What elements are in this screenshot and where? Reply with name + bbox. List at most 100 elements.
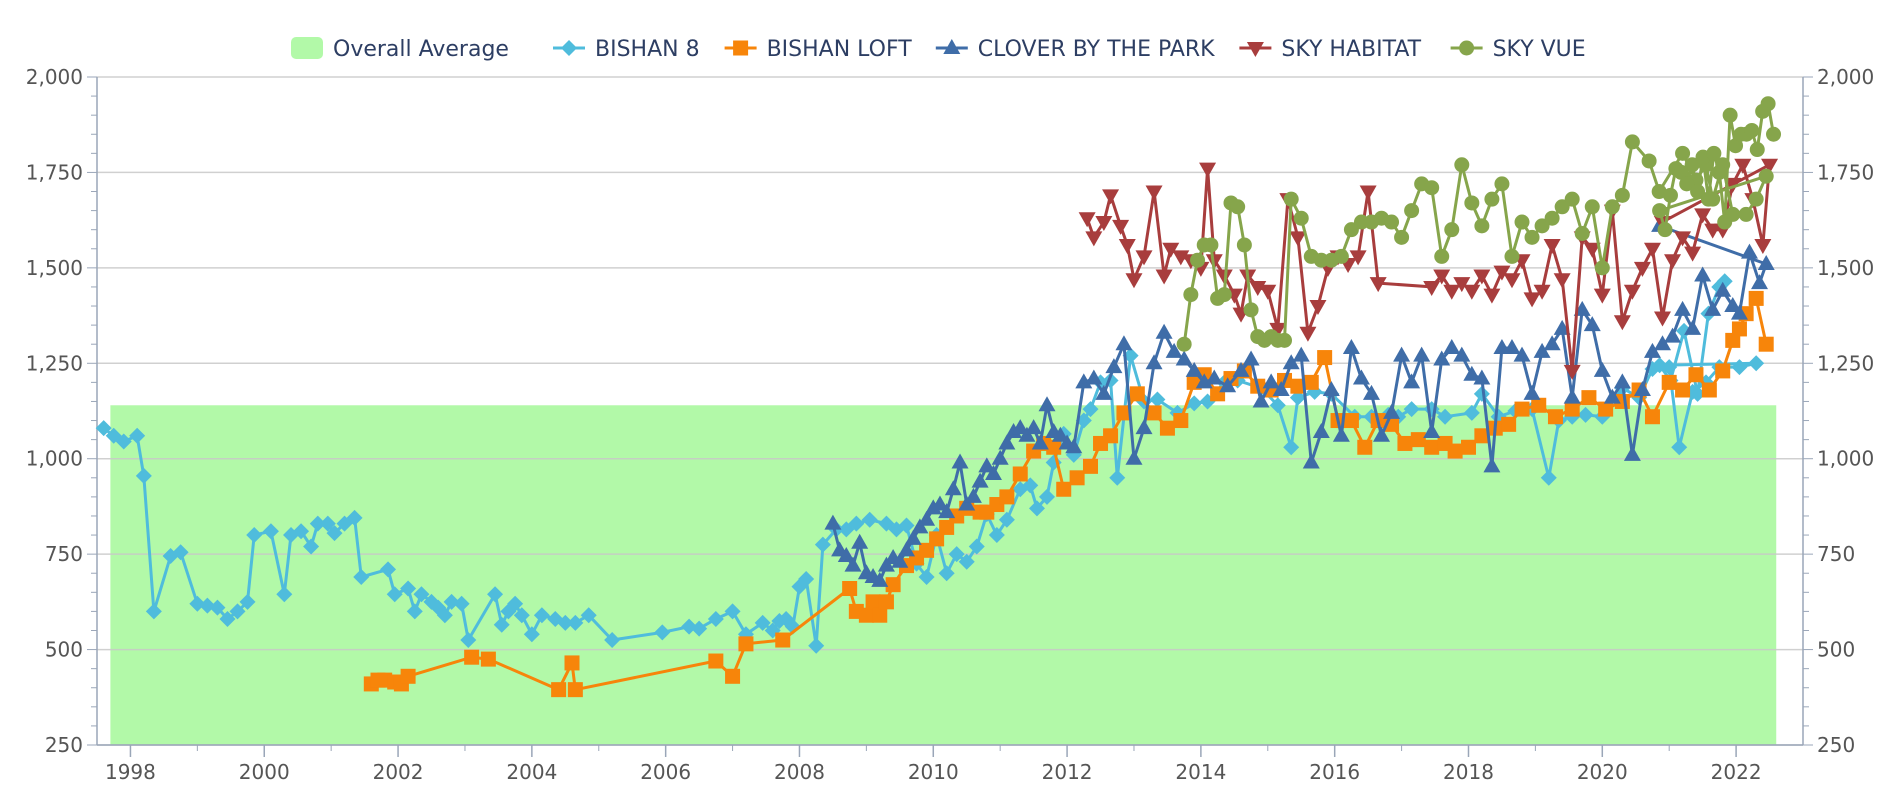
data-point — [406, 603, 423, 620]
data-point — [443, 593, 460, 610]
data-point — [1454, 157, 1470, 173]
x-tick-label: 2016 — [1309, 760, 1360, 784]
data-point — [1673, 164, 1689, 180]
data-point — [400, 580, 417, 597]
data-point — [1075, 373, 1093, 389]
data-point — [1661, 374, 1677, 390]
data-point — [1349, 250, 1367, 266]
data-point — [1679, 176, 1695, 192]
y-tick-label-right: 250 — [1817, 733, 1855, 757]
data-point — [968, 538, 985, 555]
data-point — [1714, 281, 1732, 297]
data-point — [1730, 304, 1748, 320]
data-point — [172, 544, 189, 561]
data-point — [848, 515, 865, 532]
data-point — [1312, 422, 1330, 438]
data-point — [1547, 409, 1563, 425]
data-point — [918, 510, 936, 526]
x-tick-label: 2008 — [774, 760, 825, 784]
data-point — [1674, 231, 1692, 247]
data-point — [1190, 252, 1206, 268]
legend-item-bishan-8[interactable]: BISHAN 8 — [553, 37, 700, 62]
data-point — [1413, 346, 1431, 362]
data-point — [999, 489, 1015, 505]
data-point — [1684, 157, 1700, 173]
data-point — [1474, 428, 1490, 444]
data-point — [1740, 243, 1758, 259]
data-point — [1146, 405, 1162, 421]
data-point — [724, 603, 741, 620]
data-point — [436, 607, 453, 624]
y-tick-label-right: 1,250 — [1817, 351, 1874, 375]
data-point — [1183, 287, 1199, 303]
data-point — [984, 464, 1002, 480]
data-point — [1644, 409, 1660, 425]
data-point — [1531, 397, 1547, 413]
legend[interactable]: Overall Average BISHAN 8 BISHAN LOFT CLOVER… — [291, 37, 1586, 62]
data-point — [1564, 401, 1580, 417]
data-point — [1652, 203, 1668, 219]
data-point — [978, 457, 996, 473]
data-point — [1012, 466, 1028, 482]
data-point — [1463, 284, 1481, 300]
data-point — [1236, 237, 1252, 253]
series-sky-habitat — [1078, 158, 1779, 380]
data-point — [904, 529, 922, 545]
data-point — [1474, 218, 1490, 234]
data-point — [1460, 439, 1476, 455]
legend-item-clover-by-the-park[interactable]: CLOVER BY THE PARK — [935, 37, 1215, 62]
data-point — [1309, 300, 1327, 316]
y-tick-label-right: 1,750 — [1817, 160, 1874, 184]
data-point — [1103, 428, 1119, 444]
data-point — [1738, 206, 1754, 222]
legend-item-overall-average[interactable]: Overall Average — [291, 37, 509, 62]
data-point — [844, 556, 862, 572]
data-point — [1544, 210, 1560, 226]
data-point — [865, 594, 881, 610]
legend-item-sky-vue[interactable]: SKY VUE — [1450, 37, 1586, 62]
data-point — [1706, 145, 1722, 161]
data-point — [1175, 350, 1193, 366]
data-point — [1694, 208, 1712, 224]
y-tick-label-right: 1,000 — [1817, 447, 1874, 471]
data-point — [958, 495, 976, 511]
data-point — [858, 607, 874, 623]
data-point — [1700, 191, 1716, 207]
data-point — [219, 611, 236, 628]
data-point — [1082, 401, 1099, 418]
legend-marker — [943, 39, 961, 54]
data-point — [1657, 222, 1673, 238]
legend-item-bishan-loft[interactable]: BISHAN LOFT — [724, 37, 913, 62]
data-point — [1690, 184, 1706, 200]
data-point — [1155, 323, 1173, 339]
data-point — [1722, 107, 1738, 123]
data-point — [1046, 439, 1062, 455]
data-point — [824, 514, 842, 530]
data-point — [1540, 469, 1557, 486]
data-point — [1299, 326, 1317, 342]
data-point — [1704, 300, 1722, 316]
data-point — [1453, 346, 1471, 362]
data-point — [500, 603, 517, 620]
data-point — [1761, 158, 1779, 174]
data-point — [891, 552, 909, 568]
data-point — [861, 511, 878, 528]
y-tick-label-left: 2,000 — [26, 65, 83, 89]
data-point — [1423, 280, 1441, 296]
data-point — [1473, 269, 1491, 285]
data-point — [229, 603, 246, 620]
data-point — [353, 569, 370, 586]
data-point — [1734, 158, 1752, 174]
y-tick-label-left: 1,500 — [26, 256, 83, 280]
data-point — [878, 594, 894, 610]
data-point — [1242, 350, 1260, 366]
data-point — [1269, 397, 1286, 414]
data-point — [1038, 396, 1056, 412]
data-point — [1664, 327, 1682, 343]
legend-item-sky-habitat[interactable]: SKY HABITAT — [1239, 37, 1422, 62]
data-point — [1112, 219, 1130, 235]
data-point — [557, 614, 574, 631]
data-point — [1463, 404, 1480, 421]
data-point — [1433, 350, 1451, 366]
